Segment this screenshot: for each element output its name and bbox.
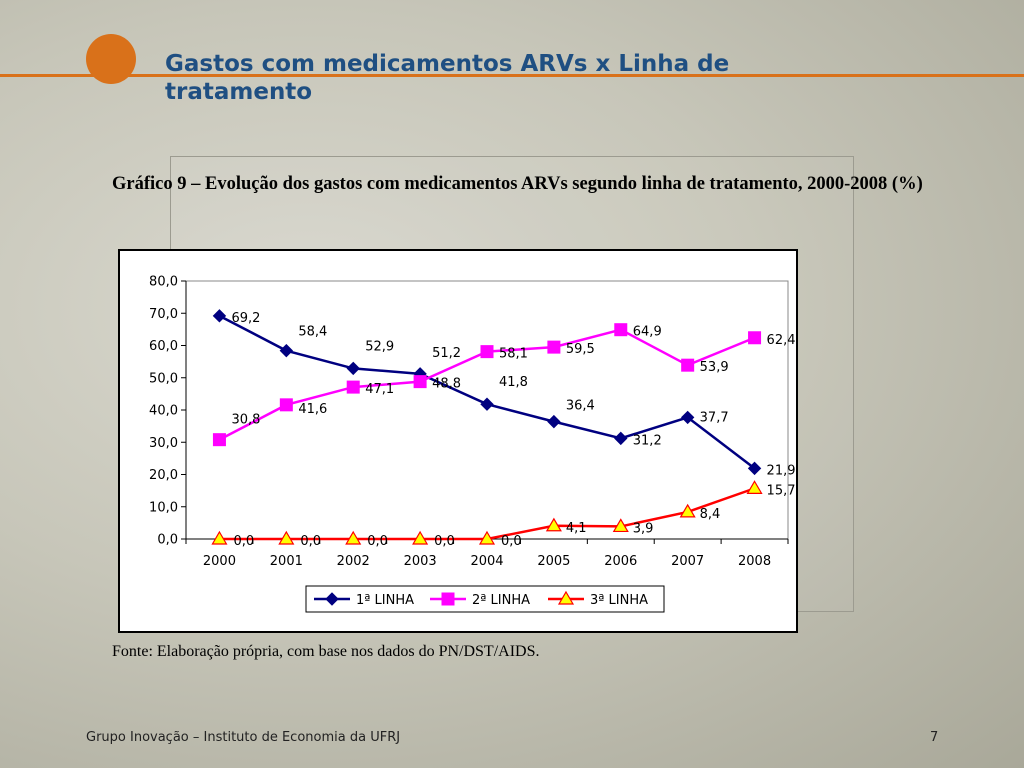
x-tick-label: 2000 [203,554,236,569]
y-tick-label: 70,0 [149,307,178,322]
data-label: 58,1 [499,347,528,362]
y-tick-label: 20,0 [149,468,178,483]
data-point [345,530,362,545]
y-tick-label: 0,0 [157,533,178,548]
data-point [413,375,427,389]
chart-legend: 1ª LINHA 2ª LINHA 3ª LINHA [305,585,665,613]
data-label: 48,8 [432,377,461,392]
x-tick-label: 2004 [470,554,503,569]
data-label: 41,8 [499,375,528,390]
data-label: 58,4 [298,325,327,340]
legend-entry: 3ª LINHA [590,593,648,608]
data-label: 0,0 [367,534,388,549]
data-point [279,343,294,358]
series-3 [211,480,763,545]
data-label: 41,6 [298,402,327,417]
data-point [480,345,494,359]
data-label: 21,9 [767,463,796,478]
x-tick-label: 2001 [270,554,303,569]
data-point [212,433,226,447]
slide-title: Gastos com medicamentos ARVs x Linha de … [165,51,730,105]
legend-entry: 1ª LINHA [356,593,414,608]
page-number: 7 [930,730,939,745]
chart-series [211,309,763,545]
y-tick-label: 40,0 [149,404,178,419]
data-label: 62,4 [767,333,796,348]
data-point [545,517,562,532]
series-2 [212,323,762,447]
legend-entry: 2ª LINHA [472,593,530,608]
data-point [478,530,496,545]
data-label: 0,0 [233,534,254,549]
data-label: 59,5 [566,342,595,357]
figure-source: Fonte: Elaboração própria, com base nos … [112,643,540,660]
data-label: 31,2 [633,433,662,448]
data-label: 3,9 [633,521,654,536]
y-tick-label: 30,0 [149,436,178,451]
chart-container: 0,0 10,0 20,0 30,0 40,0 50,0 60,0 70,0 80,0 2000… [118,249,798,633]
line-chart: 0,0 10,0 20,0 30,0 40,0 50,0 60,0 70,0 80,0 2000… [149,275,796,613]
legend-marker [441,592,455,606]
x-tick-label: 2007 [671,554,704,569]
data-point [279,398,293,412]
y-axis-tick-labels: 0,0 10,0 20,0 30,0 40,0 50,0 60,0 70,0 80,0 [149,275,178,548]
data-label: 37,7 [700,410,729,425]
data-label: 53,9 [700,360,729,375]
legend-marker [325,592,339,606]
data-point [614,431,628,446]
data-point [747,461,762,476]
data-point [346,361,360,376]
data-label: 30,8 [231,413,260,428]
data-point [412,530,429,545]
data-point [212,309,227,323]
data-point [480,397,494,411]
y-tick-label: 80,0 [149,275,178,290]
x-tick-label: 2008 [738,554,771,569]
data-point [746,480,763,494]
data-label: 36,4 [566,399,595,414]
x-tick-label: 2005 [537,554,570,569]
x-tick-label: 2006 [604,554,637,569]
data-label: 0,0 [434,534,455,549]
data-point [681,358,695,372]
data-point [211,530,228,545]
x-tick-label: 2003 [404,554,437,569]
data-point [614,323,628,337]
data-point [278,530,295,545]
y-tick-label: 10,0 [149,500,178,515]
x-axis-tick-labels: 2000 2001 2002 2003 2004 2005 2006 2007 2008 [203,554,771,569]
data-label: 0,0 [501,534,522,549]
data-label: 52,9 [365,339,394,354]
data-label: 69,2 [231,311,260,326]
data-point [680,410,695,425]
data-point [547,414,561,429]
data-point [679,503,696,518]
data-point [346,380,360,394]
data-label: 47,1 [365,382,394,397]
slide-footer: Grupo Inovação – Instituto de Economia d… [86,730,401,745]
figure-caption: Gráfico 9 – Evolução dos gastos com medi… [112,174,923,194]
orange-bullet-circle [86,34,136,84]
data-label: 15,7 [767,483,796,498]
legend-marker [557,590,575,605]
data-point [748,331,762,345]
series-1 [212,309,762,476]
x-tick-label: 2002 [337,554,370,569]
data-label: 8,4 [700,507,721,522]
data-label: 64,9 [633,325,662,340]
data-label: 4,1 [566,521,587,536]
data-point [612,518,629,533]
legend-box [305,585,665,613]
y-tick-label: 60,0 [149,339,178,354]
data-label: 0,0 [300,534,321,549]
y-tick-label: 50,0 [149,371,178,386]
data-point [547,340,561,354]
chart-data-labels: 69,2 58,4 52,9 51,2 41,8 36,4 31,2 37,7 21,9 30,8… [231,311,795,549]
data-label: 51,2 [432,346,461,361]
title-underline [0,74,1024,77]
